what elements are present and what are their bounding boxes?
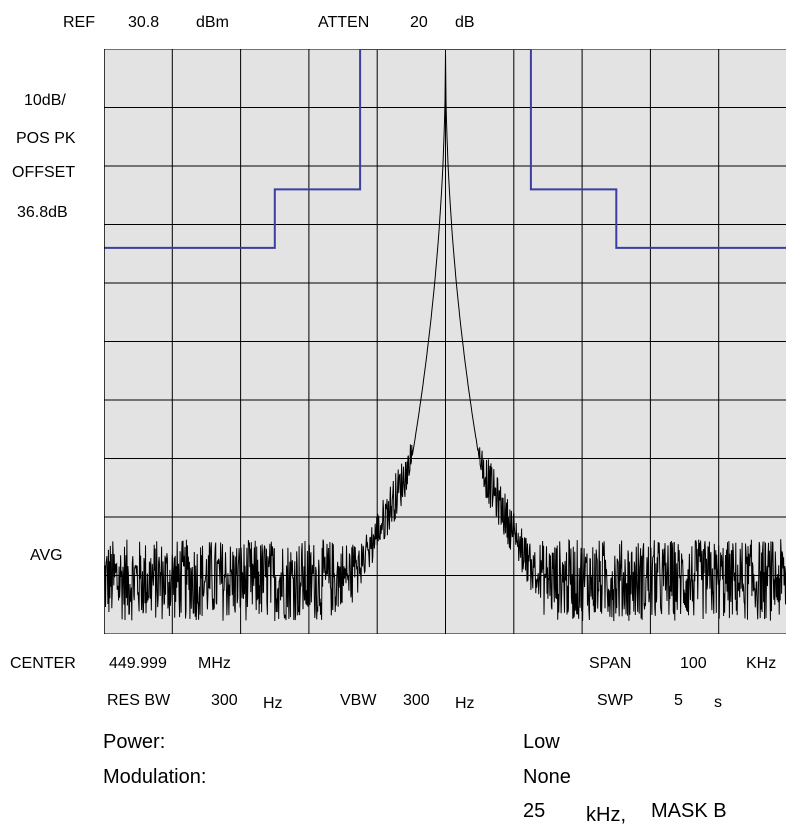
mask-channel-spacing: 25 <box>523 800 546 822</box>
grid-lines <box>104 49 786 634</box>
atten-label: ATTEN <box>318 14 370 31</box>
center-value: 449.999 <box>109 655 167 672</box>
atten-unit: dB <box>455 14 475 31</box>
spectrum-trace <box>104 51 786 622</box>
power-label: Power: <box>103 731 166 753</box>
modulation-value: None <box>523 766 571 788</box>
spectrum-plot <box>104 49 786 634</box>
rbw-label: RES BW <box>107 692 171 709</box>
mask-line <box>104 49 786 249</box>
swp-value: 5 <box>674 692 683 709</box>
rbw-unit: Hz <box>263 695 283 712</box>
mask-name: MASK B <box>651 800 727 822</box>
detector-label: POS PK <box>16 130 76 147</box>
power-value: Low <box>523 731 560 753</box>
center-label: CENTER <box>10 655 76 672</box>
span-unit: KHz <box>746 655 777 672</box>
scale-label: 10dB/ <box>24 92 66 109</box>
span-label: SPAN <box>589 655 632 672</box>
atten-value: 20 <box>410 14 428 31</box>
ref-value: 30.8 <box>128 14 160 31</box>
ref-unit: dBm <box>196 14 229 31</box>
swp-label: SWP <box>597 692 634 709</box>
offset-label: OFFSET <box>12 164 76 181</box>
mask-spacing-unit: kHz, <box>586 804 626 826</box>
ref-label: REF <box>63 14 95 31</box>
span-value: 100 <box>680 655 707 672</box>
vbw-label: VBW <box>340 692 377 709</box>
offset-value: 36.8dB <box>17 204 68 221</box>
rbw-value: 300 <box>211 692 238 709</box>
center-unit: MHz <box>198 655 231 672</box>
trace-mode-label: AVG <box>30 547 63 564</box>
vbw-unit: Hz <box>455 695 475 712</box>
swp-unit: s <box>714 694 722 711</box>
modulation-label: Modulation: <box>103 766 207 788</box>
vbw-value: 300 <box>403 692 430 709</box>
